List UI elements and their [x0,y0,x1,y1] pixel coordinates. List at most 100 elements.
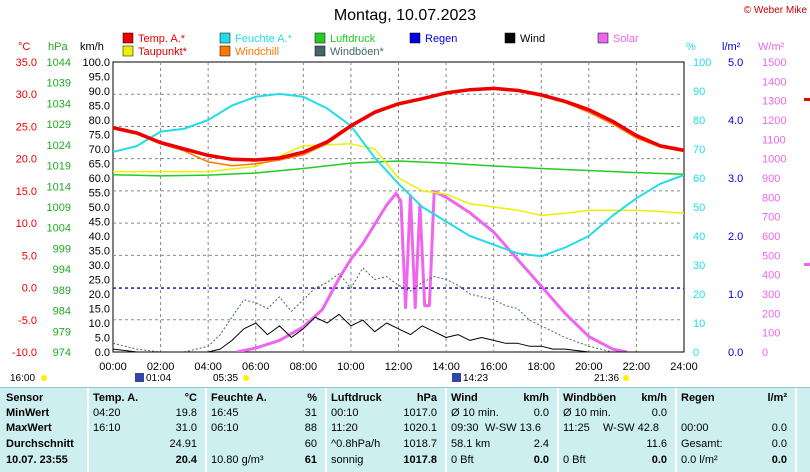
table-cell: 31.0 [175,422,197,434]
temp-tick-label: 10.0 [16,218,37,230]
row-label: MinWert [6,407,50,419]
legend-label: Wind [520,33,545,45]
pressure-tick-label: 999 [53,243,71,255]
table-cell: ^0.8hPa/h [331,438,381,450]
table-cell: 0.0 [533,454,549,466]
rain-unit: l/m² [722,41,741,53]
table-header: Wind [451,392,478,404]
humidity-tick-label: 30 [693,260,705,272]
wind-tick-label: 45.0 [89,217,110,229]
legend-label: Windchill [235,46,279,58]
table-column [205,388,327,472]
solar-tick-label: 400 [762,270,780,282]
temp-tick-label: 5.0 [22,250,37,262]
x-tick-label: 06:00 [242,361,270,373]
table-cell: 10.80 g/m³ [211,454,264,466]
pressure-tick-label: 974 [53,347,71,359]
legend-swatch [219,45,231,57]
solar-tick-label: 900 [762,173,780,185]
x-tick-label: 04:00 [194,361,222,373]
chart-title: Montag, 10.07.2023 [334,7,476,24]
table-cell: 2.4 [533,438,549,450]
pressure-tick-label: 1024 [47,140,71,152]
rain-tick-label: 5.0 [728,57,743,69]
table-cell: 04:20 [93,407,121,419]
wind-tick-label: 80.0 [89,115,110,127]
table-cell: 0.0 [771,422,787,434]
humidity-tick-label: 60 [693,173,705,185]
legend-swatch [314,45,326,57]
table-cell: 24.91 [169,438,197,450]
cut-marker [804,263,810,266]
wind-tick-label: 55.0 [89,188,110,200]
humidity-tick-label: 80 [693,115,705,127]
table-column [557,388,677,472]
x-tick-label: 16:00 [480,361,508,373]
sunrise-label: 01:04 [146,373,171,384]
table-cell: 19.8 [175,407,197,419]
pressure-tick-label: 1009 [47,202,71,214]
table-unit: °C [184,392,197,404]
table-cell: 0 Bft [451,454,474,466]
wind-tick-label: 85.0 [89,101,110,113]
wind-unit: km/h [80,41,104,53]
table-cell: 16:10 [93,422,121,434]
pressure-tick-label: 984 [53,306,71,318]
table-cell: Ø 10 min. [563,407,611,419]
wind-tick-label: 5.0 [95,333,110,345]
humidity-tick-label: 40 [693,231,705,243]
table-header: Feuchte A. [211,392,267,404]
legend-label: Taupunkt* [138,46,188,58]
pressure-tick-label: 989 [53,285,71,297]
table-header: Regen [681,392,715,404]
table-cell: 0.0 [771,454,787,466]
legend-label: Regen [425,33,457,45]
series-line-luftdruck [113,160,684,177]
table-column [87,388,207,472]
humidity-tick-label: 100 [693,57,711,69]
row-label: MaxWert [6,422,52,434]
table-cell: 1017.8 [403,454,437,466]
table-cell: 1018.7 [403,438,437,450]
humidity-tick-label: 0 [693,347,699,359]
temp-tick-label: -10.0 [12,347,37,359]
solar-tick-label: 300 [762,289,780,301]
sunset-label: 21:36 [594,373,619,384]
legend-label: Windböen* [330,46,385,58]
x-tick-label: 22:00 [623,361,651,373]
x-tick-label: 10:00 [337,361,365,373]
table-cell: 06:10 [211,422,239,434]
x-tick-label: 20:00 [575,361,603,373]
wind-tick-label: 0.0 [95,347,110,359]
wind-tick-label: 35.0 [89,246,110,258]
wind-tick-label: 20.0 [89,289,110,301]
table-cell: 1020.1 [403,422,437,434]
sunrise2-label: 05:35 [213,373,238,384]
x-tick-label: 12:00 [385,361,413,373]
rain-tick-label: 0.0 [728,347,743,359]
table-cell: 1017.0 [403,407,437,419]
series-line-windb-en- [113,267,684,352]
legend-label: Temp. A.* [138,33,186,45]
solar-tick-label: 200 [762,308,780,320]
table-cell: 60 [304,438,317,450]
row-label: Durchschnitt [6,438,74,450]
rain-tick-label: 3.0 [728,173,743,185]
temp-unit: °C [18,41,30,53]
pressure-tick-label: 1039 [47,78,71,90]
table-cell: 61 [304,454,317,466]
wind-tick-label: 25.0 [89,275,110,287]
legend-swatch [314,32,326,44]
wind-tick-label: 75.0 [89,130,110,142]
table-unit: hPa [416,392,437,404]
pressure-tick-label: 1044 [47,57,71,69]
solar-tick-label: 800 [762,192,780,204]
pressure-tick-label: 1019 [47,161,71,173]
humidity-tick-label: 90 [693,86,705,98]
legend-swatch [219,32,231,44]
solar-tick-label: 1000 [762,154,786,166]
humidity-unit: % [686,41,696,53]
wind-tick-label: 70.0 [89,144,110,156]
solar-tick-label: 1400 [762,76,786,88]
solar-tick-label: 1100 [762,134,786,146]
